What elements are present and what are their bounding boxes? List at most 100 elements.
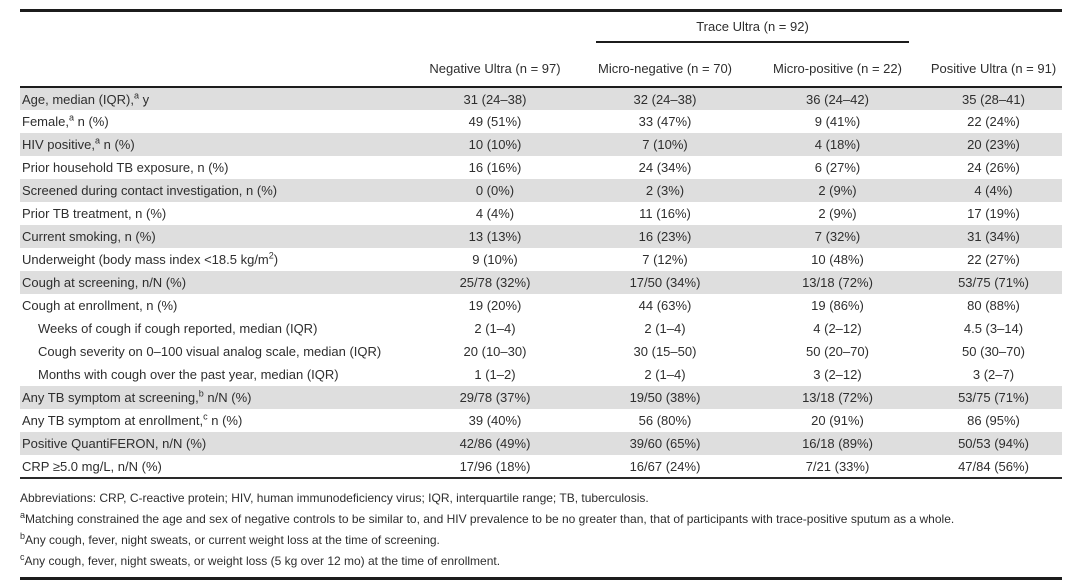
- col-header-micro-negative: Micro-negative (n = 70): [580, 50, 750, 88]
- cell-negative-ultra: 10 (10%): [468, 137, 522, 152]
- cell-positive-ultra: 3 (2–7): [972, 367, 1015, 382]
- cell-positive-ultra: 53/75 (71%): [958, 275, 1029, 290]
- table-row: Weeks of cough if cough reported, median…: [20, 317, 1062, 340]
- spanner-row: Trace Ultra (n = 92): [20, 12, 1062, 50]
- cell-positive-ultra: 53/75 (71%): [958, 390, 1029, 405]
- cell-micro-positive: 10 (48%): [811, 252, 864, 267]
- row-label: Age, median (IQR),a y: [22, 90, 150, 107]
- cell-positive-ultra: 86 (95%): [967, 413, 1020, 428]
- cell-micro-positive: 36 (24–42): [806, 91, 869, 107]
- cell-micro-negative: 32 (24–38): [633, 91, 697, 107]
- cell-micro-negative: 16/67 (24%): [580, 455, 750, 479]
- cell-positive-ultra: 22 (27%): [967, 252, 1020, 267]
- row-label: Any TB symptom at enrollment,c n (%): [22, 411, 243, 428]
- cell-positive-ultra: 35 (28–41): [962, 91, 1025, 107]
- cell-micro-negative: 17/50 (34%): [629, 275, 701, 290]
- cell-micro-negative: 2 (1–4): [644, 321, 686, 336]
- cell-micro-positive: 50 (20–70): [806, 344, 869, 359]
- row-label-superscript: b: [198, 388, 204, 399]
- cell-micro-positive: 7/21 (33%): [750, 455, 925, 479]
- table-body: Age, median (IQR),a y 31 (24–38) 32 (24–…: [20, 87, 1062, 479]
- cell-micro-negative: 39/60 (65%): [629, 436, 701, 451]
- cell-micro-negative: 7 (10%): [642, 137, 688, 152]
- spanner-trace-ultra: Trace Ultra (n = 92): [596, 19, 909, 43]
- table-row: Underweight (body mass index <18.5 kg/m2…: [20, 248, 1062, 271]
- table-row: Prior household TB exposure, n (%) 16 (1…: [20, 156, 1062, 179]
- cell-micro-negative: 2 (1–4): [644, 367, 686, 382]
- cell-positive-ultra: 50 (30–70): [962, 344, 1025, 359]
- row-label-superscript: a: [134, 90, 140, 101]
- cell-micro-positive: 20 (91%): [811, 413, 864, 428]
- table-row: Screened during contact investigation, n…: [20, 179, 1062, 202]
- col-header-negative-ultra: Negative Ultra (n = 97): [410, 50, 580, 88]
- table-header: Trace Ultra (n = 92) Negative Ultra (n =…: [20, 12, 1062, 88]
- cell-negative-ultra: 4 (4%): [475, 206, 515, 221]
- cell-negative-ultra: 2 (1–4): [474, 321, 516, 336]
- table-row: Positive QuantiFERON, n/N (%) 42/86 (49%…: [20, 432, 1062, 455]
- cell-micro-positive: 16/18 (89%): [802, 436, 873, 451]
- cell-micro-negative: 44 (63%): [638, 298, 692, 313]
- footnotes: Abbreviations: CRP, C-reactive protein; …: [20, 479, 1062, 572]
- row-label: Cough severity on 0–100 visual analog sc…: [38, 344, 382, 359]
- cell-negative-ultra: 39 (40%): [468, 413, 522, 428]
- cell-negative-ultra: 19 (20%): [468, 298, 522, 313]
- cell-micro-negative: 11 (16%): [639, 206, 691, 221]
- cell-micro-positive: 7 (32%): [814, 229, 861, 244]
- footnote: cAny cough, fever, night sweats, or weig…: [20, 552, 501, 569]
- cell-positive-ultra: 4 (4%): [974, 183, 1013, 198]
- cell-micro-positive: 13/18 (72%): [802, 390, 873, 405]
- cell-negative-ultra: 16 (16%): [468, 160, 522, 175]
- row-label: Cough at enrollment, n (%): [22, 298, 178, 313]
- cell-micro-positive: 4 (18%): [814, 137, 861, 152]
- table-row: Age, median (IQR),a y 31 (24–38) 32 (24–…: [20, 87, 1062, 110]
- cell-micro-negative: 2 (3%): [645, 183, 685, 198]
- cell-negative-ultra: 29/78 (37%): [459, 390, 531, 405]
- table-row: HIV positive,a n (%) 10 (10%) 7 (10%) 4 …: [20, 133, 1062, 156]
- row-label: Positive QuantiFERON, n/N (%): [22, 436, 207, 451]
- cell-negative-ultra: 49 (51%): [468, 114, 522, 129]
- spanner-spacer-col4: [925, 12, 1062, 50]
- table-row: Prior TB treatment, n (%) 4 (4%) 11 (16%…: [20, 202, 1062, 225]
- cell-negative-ultra: 0 (0%): [475, 183, 515, 198]
- row-label: CRP ≥5.0 mg/L, n/N (%): [20, 455, 410, 479]
- table-row: Months with cough over the past year, me…: [20, 363, 1062, 386]
- table-row: Cough at enrollment, n (%) 19 (20%) 44 (…: [20, 294, 1062, 317]
- row-label: Prior household TB exposure, n (%): [22, 160, 229, 175]
- cell-positive-ultra: 47/84 (56%): [925, 455, 1062, 479]
- cell-micro-negative: 19/50 (38%): [629, 390, 701, 405]
- cell-positive-ultra: 80 (88%): [967, 298, 1020, 313]
- row-label: Screened during contact investigation, n…: [22, 183, 278, 198]
- cell-negative-ultra: 42/86 (49%): [459, 436, 531, 451]
- row-label: HIV positive,a n (%): [22, 135, 135, 152]
- row-label: Weeks of cough if cough reported, median…: [38, 321, 318, 336]
- row-label-superscript: a: [94, 135, 100, 146]
- spanner-label: Trace Ultra (n = 92): [696, 19, 809, 34]
- cell-negative-ultra: 13 (13%): [468, 229, 522, 244]
- row-label-superscript: c: [203, 411, 208, 422]
- row-label-superscript: 2: [268, 250, 274, 261]
- row-label: Underweight (body mass index <18.5 kg/m2…: [22, 250, 279, 267]
- table-row: Any TB symptom at enrollment,c n (%) 39 …: [20, 409, 1062, 432]
- footnote: Abbreviations: CRP, C-reactive protein; …: [20, 491, 649, 505]
- cell-micro-negative: 24 (34%): [638, 160, 692, 175]
- column-header-row: Negative Ultra (n = 97) Micro-negative (…: [20, 50, 1062, 88]
- cell-micro-negative: 30 (15–50): [633, 344, 697, 359]
- col-header-positive-ultra: Positive Ultra (n = 91): [925, 50, 1062, 88]
- row-label: Any TB symptom at screening,b n/N (%): [22, 388, 252, 405]
- cell-negative-ultra: 25/78 (32%): [459, 275, 531, 290]
- spanner-cell: Trace Ultra (n = 92): [580, 12, 925, 50]
- cell-micro-negative: 33 (47%): [638, 114, 692, 129]
- cell-positive-ultra: 31 (34%): [967, 229, 1020, 244]
- cell-positive-ultra: 24 (26%): [967, 160, 1020, 175]
- cell-micro-positive: 19 (86%): [811, 298, 864, 313]
- table-bottom-rule: [20, 577, 1062, 580]
- spanner-spacer-col1: [410, 12, 580, 50]
- cell-negative-ultra: 31 (24–38): [463, 91, 527, 107]
- row-label: Current smoking, n (%): [22, 229, 156, 244]
- col-header-micro-positive: Micro-positive (n = 22): [750, 50, 925, 88]
- cell-positive-ultra: 17 (19%): [967, 206, 1020, 221]
- cell-micro-positive: 2 (9%): [818, 183, 857, 198]
- cell-negative-ultra: 20 (10–30): [463, 344, 527, 359]
- cell-micro-negative: 7 (12%): [642, 252, 688, 267]
